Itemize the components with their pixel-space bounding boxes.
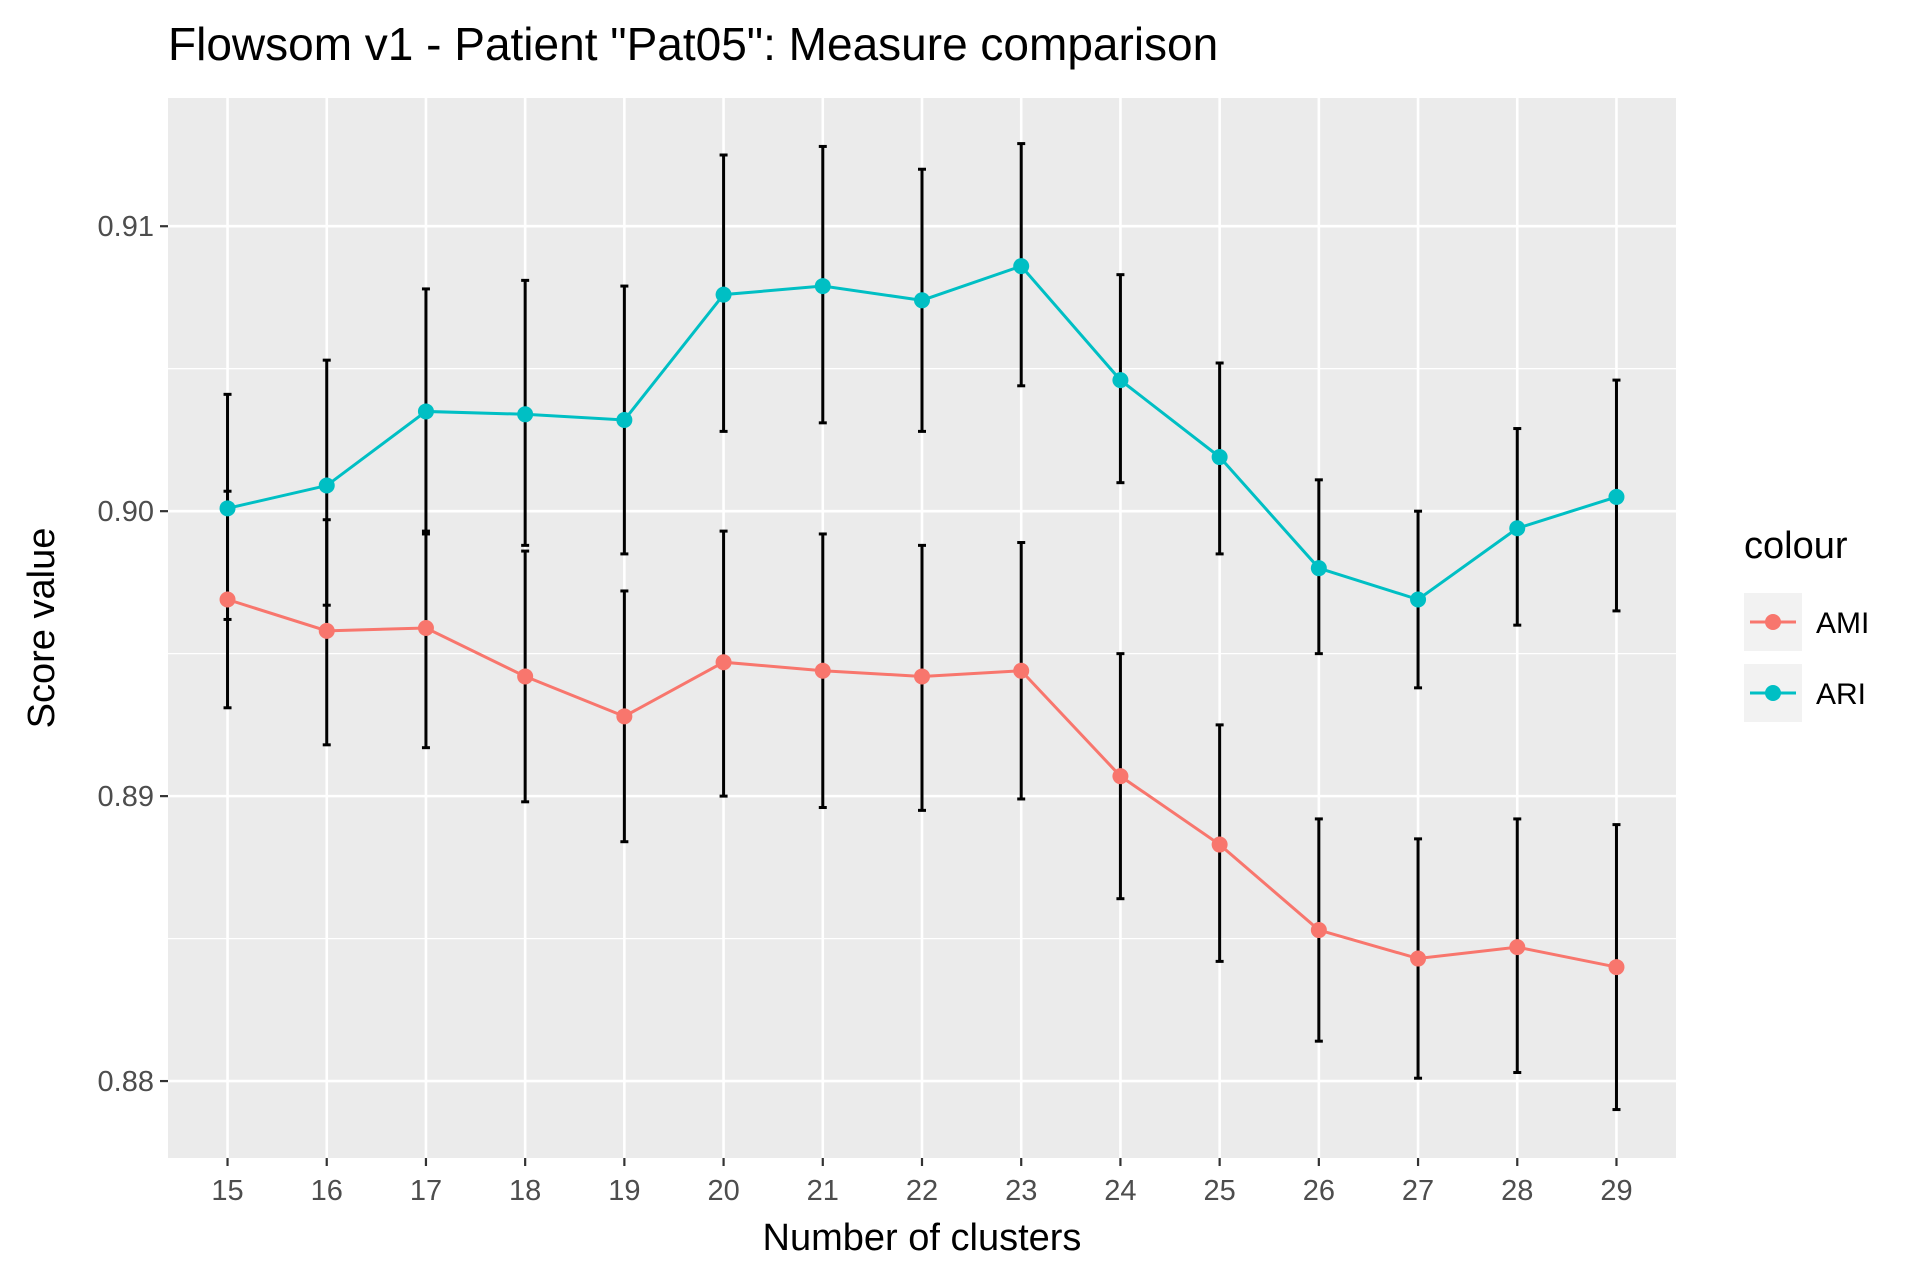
point-layer — [219, 258, 1625, 976]
data-point-ami — [1112, 768, 1129, 785]
x-tick-label: 20 — [707, 1175, 739, 1207]
data-point-ami — [1310, 922, 1327, 939]
y-tick-label: 0.91 — [98, 211, 154, 243]
data-point-ari — [715, 286, 732, 303]
y-tick-label: 0.89 — [98, 781, 154, 813]
x-tick-label: 23 — [1005, 1175, 1037, 1207]
data-point-ami — [715, 654, 732, 671]
y-tick-label: 0.90 — [98, 496, 154, 528]
data-point-ari — [1211, 449, 1228, 466]
data-point-ari — [1608, 488, 1625, 505]
data-point-ari — [616, 411, 633, 428]
x-tick-label: 27 — [1402, 1175, 1434, 1207]
data-point-ami — [417, 620, 434, 636]
data-point-ami — [1211, 836, 1228, 853]
data-point-ami — [1509, 939, 1526, 956]
data-point-ari — [318, 477, 335, 494]
data-point-ari — [814, 278, 831, 295]
data-point-ami — [517, 668, 534, 685]
legend-key-point-ami — [1765, 614, 1781, 630]
legend-key-point-ari — [1765, 685, 1781, 701]
data-point-ami — [616, 708, 633, 725]
y-axis-title: Score value — [21, 528, 63, 729]
x-tick-label: 25 — [1203, 1175, 1235, 1207]
x-axis-title: Number of clusters — [763, 1217, 1082, 1259]
data-point-ari — [914, 292, 930, 309]
data-point-ami — [1410, 950, 1427, 967]
x-tick-label: 29 — [1600, 1175, 1632, 1207]
data-point-ami — [1013, 662, 1030, 679]
data-point-ami — [914, 668, 930, 685]
x-tick-label: 15 — [211, 1175, 243, 1207]
legend-label-ari: ARI — [1816, 678, 1866, 711]
x-tick-label: 18 — [509, 1175, 541, 1207]
x-tick-label: 19 — [608, 1175, 640, 1207]
legend-items: AMI ARI — [1744, 593, 1869, 722]
x-tick-label: 21 — [807, 1175, 839, 1207]
data-point-ari — [417, 403, 434, 420]
y-tick-label: 0.88 — [98, 1066, 154, 1098]
data-point-ami — [1608, 959, 1625, 976]
x-axis: 15 16 17 18 19 20 21 22 23 24 25 26 27 28 29 — [211, 1158, 1633, 1207]
data-point-ari — [1410, 591, 1427, 608]
data-point-ari — [1509, 520, 1526, 537]
x-tick-label: 16 — [311, 1175, 343, 1207]
data-point-ari — [517, 406, 534, 423]
x-tick-label: 22 — [906, 1175, 938, 1207]
data-point-ami — [219, 591, 236, 608]
x-tick-label: 17 — [410, 1175, 442, 1207]
data-point-ari — [219, 500, 236, 517]
data-point-ami — [318, 622, 335, 639]
data-point-ami — [814, 662, 831, 679]
chart-title: Flowsom v1 - Patient "Pat05": Measure co… — [168, 18, 1218, 70]
y-axis: 0.88 0.89 0.90 0.91 — [98, 211, 168, 1098]
legend: colour AMI ARI — [1744, 525, 1869, 722]
data-point-ari — [1112, 372, 1129, 389]
legend-title: colour — [1744, 525, 1848, 567]
x-tick-label: 24 — [1104, 1175, 1136, 1207]
x-tick-label: 26 — [1303, 1175, 1335, 1207]
legend-label-ami: AMI — [1816, 607, 1869, 640]
x-tick-label: 28 — [1501, 1175, 1533, 1207]
data-point-ari — [1310, 560, 1327, 577]
data-point-ari — [1013, 258, 1030, 275]
